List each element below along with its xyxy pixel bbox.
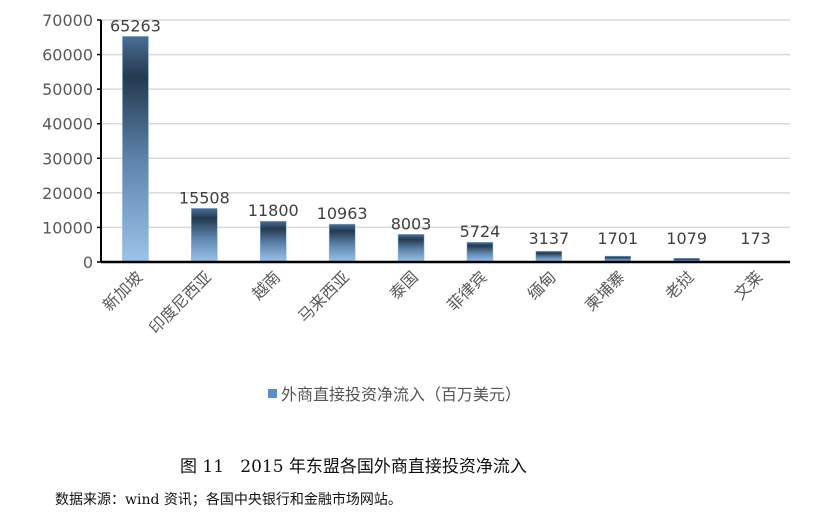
- bar-chart: 65263 15508 11800 10963 8003 5724 3137 1701 1079…: [42, 11, 790, 337]
- data-source: 数据来源：wind 资讯；各国中央银行和金融市场网站。: [55, 492, 402, 508]
- x-tick-label: 文莱: [730, 267, 766, 303]
- y-tick-label: 30000: [42, 149, 93, 168]
- bar: [535, 250, 563, 263]
- bar: [328, 223, 356, 263]
- x-tick-label: 柬埔寨: [581, 267, 628, 314]
- data-label: 1701: [597, 229, 638, 248]
- y-tick-label: 0: [83, 253, 93, 272]
- legend-swatch: [268, 388, 277, 398]
- data-label: 3137: [528, 229, 569, 248]
- x-tick-label: 印度尼西亚: [145, 267, 215, 337]
- data-label: 5724: [460, 222, 501, 241]
- y-tick-label: 40000: [42, 115, 93, 134]
- figure-caption: 图 11 2015 年东盟各国外商直接投资净流入: [180, 457, 527, 477]
- data-label: 11800: [248, 201, 299, 220]
- x-tick-label: 泰国: [386, 267, 422, 303]
- data-label: 173: [740, 229, 771, 248]
- x-tick-label: 老挝: [661, 267, 697, 303]
- data-label: 65263: [110, 16, 161, 35]
- y-tick-label: 70000: [42, 11, 93, 30]
- y-tick-label: 60000: [42, 46, 93, 65]
- data-label: 10963: [317, 204, 368, 223]
- x-tick-label: 越南: [248, 267, 284, 303]
- data-label: 15508: [179, 188, 230, 207]
- legend: 外商直接投资净流入（百万美元）: [268, 381, 521, 405]
- y-tick-label: 10000: [42, 218, 93, 237]
- x-tick-label: 缅甸: [524, 267, 560, 303]
- x-tick-label: 马来西亚: [294, 267, 353, 326]
- y-tick-label: 20000: [42, 184, 93, 203]
- data-label: 8003: [391, 214, 432, 233]
- bar: [122, 36, 149, 263]
- bar: [466, 241, 494, 263]
- data-label: 1079: [666, 229, 707, 248]
- legend-label: 外商直接投资净流入（百万美元）: [281, 385, 522, 404]
- y-tick-label: 50000: [42, 80, 93, 99]
- bar: [397, 234, 425, 263]
- x-tick-label: 菲律宾: [443, 267, 490, 314]
- x-tick-label: 新加坡: [99, 267, 146, 314]
- bar: [191, 208, 218, 263]
- bar: [260, 220, 287, 263]
